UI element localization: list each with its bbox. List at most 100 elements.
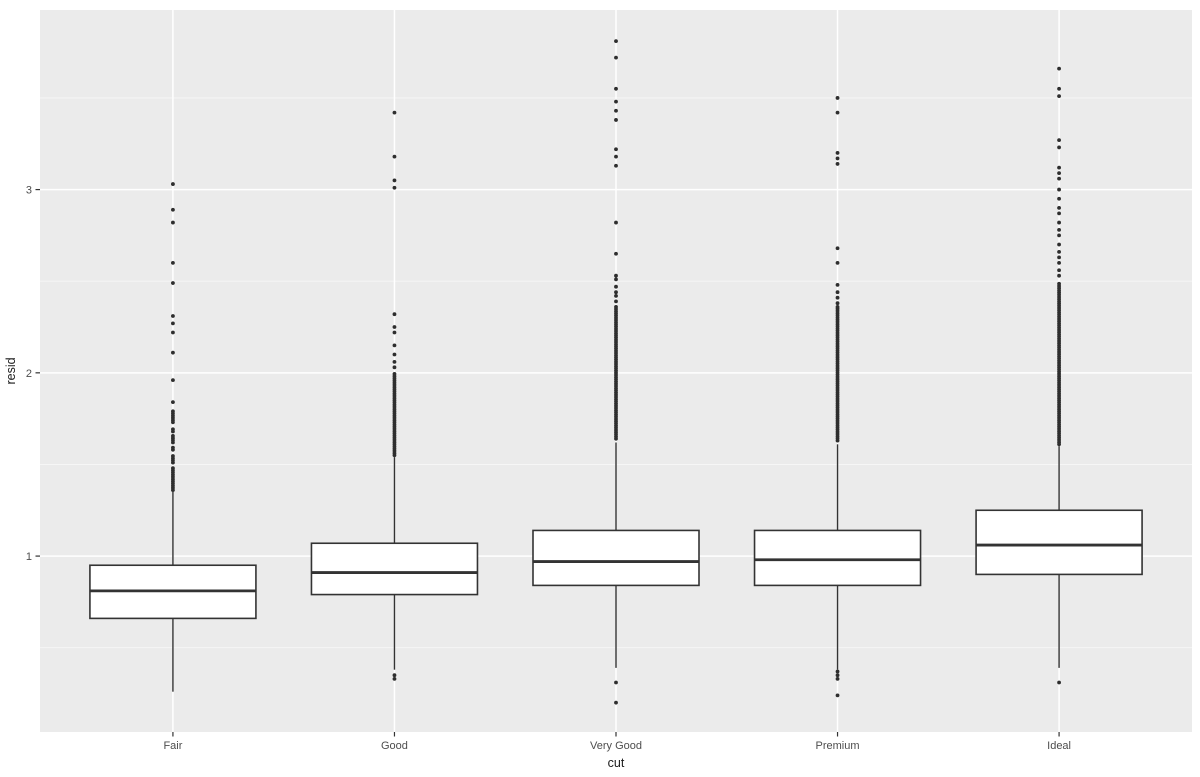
outlier-point (171, 378, 175, 383)
outlier-point (835, 162, 840, 166)
x-axis-title: cut (607, 756, 625, 770)
outlier-point (835, 260, 840, 265)
y-tick-label: 3 (26, 185, 32, 197)
outlier-point (1057, 165, 1061, 170)
outlier-point (1057, 260, 1061, 265)
x-tick-label: Ideal (1047, 740, 1071, 752)
outlier-point (1057, 249, 1061, 254)
outlier-point (614, 108, 618, 113)
outlier-point (835, 676, 840, 681)
outlier-point (1057, 187, 1061, 192)
outlier-point (392, 676, 397, 681)
outlier-point (1057, 176, 1061, 181)
outlier-point (835, 151, 840, 155)
outlier-point (171, 454, 175, 458)
outlier-point (171, 207, 175, 212)
outlier-point (171, 330, 175, 335)
outlier-point (614, 290, 618, 295)
outlier-point (614, 220, 618, 225)
outlier-point (1057, 86, 1061, 91)
outlier-point (614, 163, 618, 168)
outlier-point (1057, 255, 1061, 260)
outlier-point (1057, 196, 1061, 201)
outlier-point (614, 700, 618, 705)
outlier-point (1057, 211, 1061, 216)
outlier-point (835, 290, 840, 295)
outlier-point (614, 284, 618, 289)
outlier-point (392, 365, 397, 370)
y-tick-label: 2 (26, 368, 32, 380)
outlier-point (392, 110, 397, 115)
outlier-point (171, 466, 175, 471)
x-tick-label: Premium (816, 740, 860, 752)
outlier-point (835, 282, 840, 287)
x-tick-label: Good (381, 740, 408, 752)
outlier-point (1057, 171, 1061, 175)
outlier-point (171, 260, 175, 265)
outlier-point (392, 352, 397, 357)
outlier-point (614, 277, 618, 282)
outlier-point (614, 273, 618, 278)
outlier-point (392, 673, 397, 678)
outlier-point (614, 86, 618, 91)
outlier-point (171, 350, 175, 355)
outlier-point (392, 154, 397, 159)
box (532, 529, 700, 587)
outlier-point (1057, 281, 1061, 286)
outlier-point (1057, 145, 1061, 150)
y-axis-title: resid (4, 357, 18, 385)
outlier-point (392, 330, 397, 335)
outlier-point (614, 99, 618, 104)
outlier-point (171, 400, 175, 405)
outlier-point (835, 295, 840, 300)
outlier-point (392, 325, 397, 329)
box (975, 509, 1143, 576)
outlier-point (1057, 138, 1061, 143)
outlier-point (614, 118, 618, 122)
outlier-point (835, 669, 840, 674)
box (310, 542, 479, 596)
outlier-point (392, 185, 397, 190)
outlier-point (392, 359, 397, 364)
outlier-point (171, 409, 175, 414)
outlier-point (614, 251, 618, 256)
outlier-point (835, 673, 840, 678)
outlier-point (171, 314, 175, 318)
outlier-point (1057, 242, 1061, 247)
outlier-point (835, 156, 840, 161)
x-tick-label: Fair (163, 740, 182, 752)
outlier-point (614, 680, 618, 685)
outlier-point (614, 147, 618, 152)
outlier-point (171, 427, 175, 432)
outlier-point (392, 343, 397, 348)
outlier-point (171, 182, 175, 186)
x-tick-label: Very Good (590, 740, 642, 752)
outlier-point (171, 445, 175, 450)
outlier-point (171, 321, 175, 326)
outlier-point (835, 693, 840, 698)
outlier-point (614, 299, 618, 304)
outlier-point (392, 312, 397, 317)
box (753, 529, 922, 587)
outlier-point (614, 304, 618, 309)
outlier-point (1057, 233, 1061, 238)
outlier-point (1057, 268, 1061, 273)
outlier-point (614, 55, 618, 60)
y-tick-label: 1 (26, 551, 32, 563)
outlier-point (614, 293, 618, 298)
outlier-point (835, 110, 840, 115)
outlier-point (392, 178, 397, 183)
outlier-point (835, 96, 840, 100)
outlier-point (171, 220, 175, 225)
outlier-point (392, 372, 397, 376)
outlier-point (1057, 220, 1061, 225)
outlier-point (1057, 273, 1061, 278)
outlier-point (171, 433, 175, 438)
outlier-point (835, 246, 840, 251)
outlier-point (614, 154, 618, 159)
outlier-point (171, 281, 175, 285)
outlier-point (1057, 227, 1061, 232)
outlier-point (614, 39, 618, 44)
